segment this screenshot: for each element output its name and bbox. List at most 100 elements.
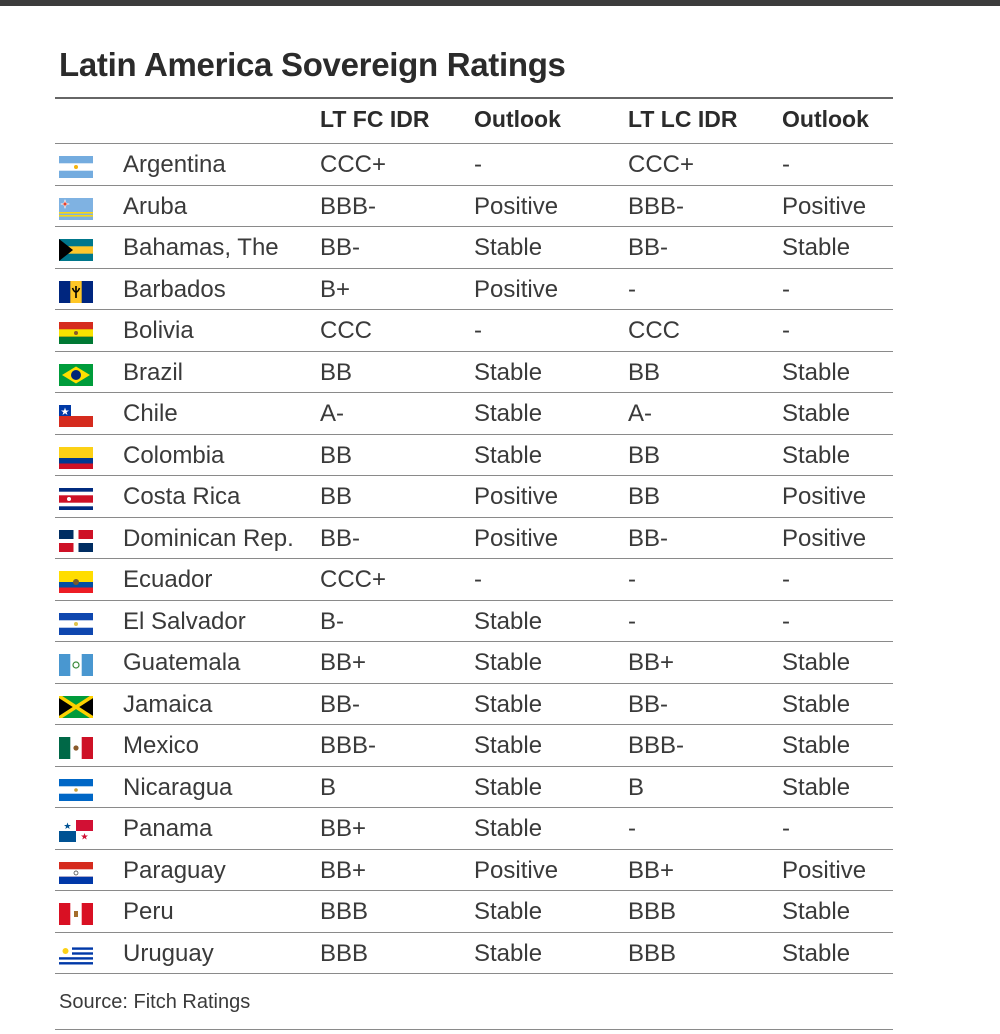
table-row: Colombia BB Stable BB Stable	[55, 433, 893, 477]
lt-lc-idr-value: BB+	[628, 649, 675, 676]
page-title: Latin America Sovereign Ratings	[59, 46, 566, 83]
lt-fc-idr-value: BB	[320, 483, 353, 510]
lc-outlook-value: Stable	[782, 690, 851, 718]
country-name: Argentina	[123, 151, 226, 178]
country-name: Nicaragua	[123, 773, 233, 801]
fc-outlook-value: Stable	[474, 607, 543, 635]
argentina-flag-icon	[59, 156, 93, 178]
fc-outlook-value: Positive	[474, 275, 559, 303]
colombia-flag-icon	[59, 446, 93, 469]
lc-outlook-value: -	[782, 317, 790, 344]
paraguay-flag-icon	[59, 861, 93, 884]
lc-outlook-value: -	[782, 151, 790, 178]
country-name: El Salvador	[123, 607, 246, 635]
country-name: Guatemala	[123, 649, 241, 676]
table-row: Brazil BB Stable BB Stable	[55, 350, 893, 394]
lt-fc-idr-value: B+	[320, 275, 351, 303]
country-name: Ecuador	[123, 566, 213, 593]
country-name: Aruba	[123, 192, 188, 220]
header-lt-fc-idr: LT FC IDR	[320, 106, 430, 132]
fc-outlook-value: Positive	[474, 483, 559, 510]
header-lc-outlook: Outlook	[782, 106, 869, 132]
fc-outlook-value: Stable	[474, 773, 543, 801]
country-name: Uruguay	[123, 939, 214, 967]
brazil-flag-icon	[59, 363, 93, 386]
costa-rica-flag-icon	[59, 488, 93, 510]
lc-outlook-value: -	[782, 607, 790, 635]
mexico-flag-icon	[59, 737, 93, 759]
lc-outlook-value: -	[782, 815, 790, 842]
header-lt-lc-idr: LT LC IDR	[628, 106, 738, 132]
fc-outlook-value: Stable	[474, 939, 543, 967]
source-note: Source: Fitch Ratings	[59, 991, 251, 1013]
country-name: Panama	[123, 815, 213, 842]
barbados-flag-icon	[59, 280, 93, 303]
lt-fc-idr-value: B	[320, 773, 337, 801]
lt-lc-idr-value: BBB	[628, 939, 677, 967]
lt-lc-idr-value: BB	[628, 483, 661, 510]
chile-flag-icon	[59, 405, 93, 427]
fc-outlook-value: Stable	[474, 815, 543, 842]
table-row: Aruba BBB- Positive BBB- Positive	[55, 184, 893, 228]
fc-outlook-value: Positive	[474, 856, 559, 884]
lt-fc-idr-value: BBB	[320, 898, 369, 925]
lt-lc-idr-value: BB-	[628, 234, 669, 261]
country-name: Barbados	[123, 275, 226, 303]
fc-outlook-value: Stable	[474, 441, 543, 469]
country-name: Peru	[123, 898, 174, 925]
lt-lc-idr-value: BB-	[628, 524, 669, 552]
lt-lc-idr-value: -	[628, 566, 636, 593]
table-row: Bolivia CCC - CCC -	[55, 309, 893, 352]
fc-outlook-value: -	[474, 317, 482, 344]
table-row: Argentina CCC+ - CCC+ -	[55, 143, 893, 186]
lc-outlook-value: Stable	[782, 400, 851, 427]
fc-outlook-value: Stable	[474, 732, 543, 759]
ecuador-flag-icon	[59, 571, 93, 593]
panama-flag-icon	[59, 820, 93, 842]
fc-outlook-value: -	[474, 566, 482, 593]
lc-outlook-value: Stable	[782, 234, 851, 261]
table-row: El Salvador B- Stable - -	[55, 599, 893, 643]
lc-outlook-value: -	[782, 275, 790, 303]
lc-outlook-value: Positive	[782, 524, 867, 552]
lt-lc-idr-value: -	[628, 607, 636, 635]
table-row: Bahamas, The BB- Stable BB- Stable	[55, 226, 893, 269]
fc-outlook-value: Stable	[474, 690, 543, 718]
table-bottom-rule	[55, 973, 893, 974]
lt-fc-idr-value: BBB-	[320, 732, 377, 759]
table-row: Paraguay BB+ Positive BB+ Positive	[55, 848, 893, 892]
lt-lc-idr-value: BBB	[628, 898, 677, 925]
lt-fc-idr-value: BB+	[320, 649, 367, 676]
lc-outlook-value: Positive	[782, 856, 867, 884]
bottom-rule	[55, 1029, 893, 1030]
lt-fc-idr-value: CCC+	[320, 566, 387, 593]
lt-fc-idr-value: BBB-	[320, 192, 377, 220]
table-row: Panama BB+ Stable - -	[55, 807, 893, 850]
lc-outlook-value: Positive	[782, 192, 867, 220]
fc-outlook-value: -	[474, 151, 482, 178]
lt-lc-idr-value: BB	[628, 358, 661, 386]
bolivia-flag-icon	[59, 322, 93, 344]
fc-outlook-value: Stable	[474, 898, 543, 925]
country-name: Mexico	[123, 732, 200, 759]
lt-fc-idr-value: CCC	[320, 317, 372, 344]
lc-outlook-value: Stable	[782, 898, 851, 925]
bahamas-flag-icon	[59, 239, 93, 261]
lt-fc-idr-value: CCC+	[320, 151, 387, 178]
lt-fc-idr-value: BB-	[320, 690, 361, 718]
lt-fc-idr-value: BB-	[320, 524, 361, 552]
table-row: Mexico BBB- Stable BBB- Stable	[55, 724, 893, 767]
aruba-flag-icon	[59, 197, 93, 220]
lt-fc-idr-value: BB	[320, 358, 353, 386]
lt-lc-idr-value: BB+	[628, 856, 675, 884]
nicaragua-flag-icon	[59, 778, 93, 801]
lt-fc-idr-value: A-	[320, 400, 344, 427]
lt-lc-idr-value: BBB-	[628, 192, 685, 220]
country-name: Colombia	[123, 441, 225, 469]
country-name: Brazil	[123, 358, 184, 386]
fc-outlook-value: Positive	[474, 524, 559, 552]
lt-lc-idr-value: -	[628, 275, 636, 303]
table-row: Barbados B+ Positive - -	[55, 267, 893, 311]
lt-lc-idr-value: CCC	[628, 317, 680, 344]
fc-outlook-value: Stable	[474, 358, 543, 386]
